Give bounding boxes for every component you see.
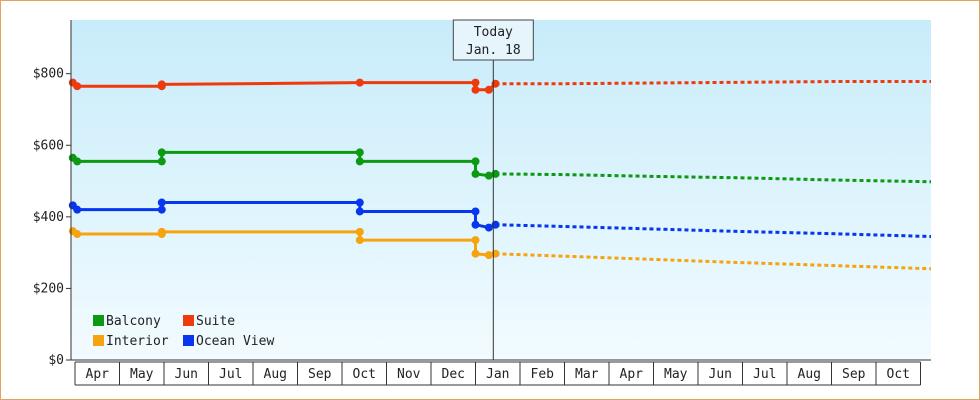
x-tick-label: May — [130, 367, 154, 382]
data-point — [355, 227, 364, 236]
legend-label-ocean-view: Ocean View — [196, 334, 274, 349]
x-tick-label: May — [664, 367, 688, 382]
data-point — [491, 249, 500, 258]
data-point — [157, 80, 166, 89]
today-marker: Today Jan. 18 — [452, 19, 534, 360]
forecast-line-interior — [495, 252, 932, 271]
today-label: Today — [474, 25, 513, 40]
legend-label-suite: Suite — [196, 314, 235, 329]
series-layer — [68, 78, 932, 271]
data-point — [471, 169, 480, 178]
data-point — [471, 78, 480, 87]
data-point — [73, 230, 82, 239]
x-tick-label: Jun — [175, 367, 198, 382]
legend-label-balcony: Balcony — [106, 314, 161, 329]
x-tick-label: Jul — [219, 367, 242, 382]
data-point — [355, 198, 364, 207]
series-interior — [68, 227, 932, 271]
x-tick-label: Jun — [709, 367, 732, 382]
x-tick-label: Oct — [887, 367, 910, 382]
data-point — [355, 78, 364, 87]
legend-swatch-interior — [93, 335, 104, 346]
today-date: Jan. 18 — [466, 43, 521, 58]
data-point — [491, 169, 500, 178]
data-point — [157, 157, 166, 166]
data-point — [484, 251, 493, 260]
y-tick-label: $0 — [48, 353, 64, 368]
x-tick-label: Apr — [620, 367, 644, 382]
forecast-line-ocean-view — [495, 223, 932, 239]
x-tick-label: Sep — [842, 367, 866, 382]
plot-background — [71, 20, 931, 360]
legend: Balcony Suite Interior Ocean View — [93, 314, 274, 349]
forecast-line-balcony — [495, 172, 932, 184]
axis-layer: $0 $200 $400 $600 $800 Apr May Jun Jul Aug Sep Oct N… — [33, 20, 931, 386]
data-point — [484, 171, 493, 180]
data-point — [157, 205, 166, 214]
legend-label-interior: Interior — [106, 334, 169, 349]
x-tick-label: Aug — [798, 367, 821, 382]
data-point — [355, 207, 364, 216]
series-ocean-view — [68, 198, 932, 239]
data-point — [471, 207, 480, 216]
y-tick-label: $200 — [33, 281, 64, 296]
legend-swatch-ocean-view — [183, 335, 194, 346]
today-box — [452, 19, 534, 61]
data-point — [355, 236, 364, 245]
series-line-balcony — [71, 150, 496, 178]
data-point — [491, 220, 500, 229]
y-tick-label: $600 — [33, 138, 64, 153]
data-point — [471, 85, 480, 94]
y-tick-label: $400 — [33, 210, 64, 225]
data-point — [471, 236, 480, 245]
y-tick-label: $800 — [33, 67, 64, 82]
data-point — [471, 157, 480, 166]
x-tick-label: Jul — [753, 367, 776, 382]
x-tick-label: Feb — [531, 367, 555, 382]
legend-swatch-suite — [183, 315, 194, 326]
data-point — [471, 249, 480, 258]
data-point — [355, 157, 364, 166]
data-point — [484, 223, 493, 232]
series-suite — [68, 78, 931, 94]
x-tick-label: Jan — [486, 367, 509, 382]
forecast-line-suite — [495, 80, 931, 86]
data-point — [355, 148, 364, 157]
x-tick-label: Dec — [442, 367, 465, 382]
x-tick-label: Nov — [397, 367, 421, 382]
legend-swatch-balcony — [93, 315, 104, 326]
data-point — [73, 205, 82, 214]
x-tick-label: Oct — [353, 367, 376, 382]
data-point — [157, 198, 166, 207]
series-line-interior — [71, 229, 496, 257]
data-point — [491, 79, 500, 88]
data-point — [157, 227, 166, 236]
data-point — [484, 85, 493, 94]
data-point — [73, 82, 82, 91]
x-tick-label: Sep — [308, 367, 332, 382]
data-point — [157, 148, 166, 157]
x-tick-label: Aug — [264, 367, 287, 382]
series-line-ocean-view — [71, 201, 497, 230]
x-tick-label: Apr — [86, 367, 110, 382]
data-point — [471, 220, 480, 229]
data-point — [73, 157, 82, 166]
x-tick-label: Mar — [575, 367, 599, 382]
